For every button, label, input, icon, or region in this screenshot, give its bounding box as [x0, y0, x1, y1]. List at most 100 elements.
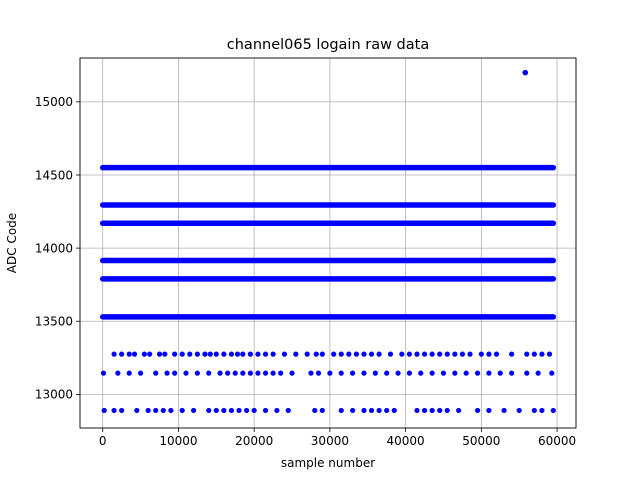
data-point	[134, 407, 140, 414]
data-point	[194, 351, 200, 357]
data-point	[437, 407, 443, 414]
data-point	[418, 370, 424, 376]
data-point	[270, 351, 276, 357]
data-point	[126, 370, 132, 376]
data-point	[289, 370, 295, 376]
data-point	[172, 351, 178, 357]
data-point	[172, 370, 178, 376]
data-point	[111, 351, 117, 357]
data-point	[168, 407, 174, 414]
data-point	[459, 351, 466, 357]
data-point	[546, 351, 553, 357]
data-point	[221, 351, 227, 357]
data-point	[395, 370, 401, 376]
x-tick-label: 60000	[538, 434, 576, 448]
data-point	[101, 407, 107, 414]
x-tick-label: 30000	[311, 434, 349, 448]
data-point	[486, 351, 492, 357]
data-point	[221, 407, 227, 414]
data-point	[429, 407, 435, 414]
data-point	[207, 351, 213, 357]
data-point	[429, 370, 435, 376]
data-point	[486, 407, 492, 414]
data-point	[179, 407, 185, 414]
data-point	[509, 351, 515, 357]
data-point	[421, 407, 428, 414]
data-point	[421, 351, 428, 357]
y-tick-label: 14000	[35, 241, 73, 255]
data-point	[524, 351, 530, 357]
data-point	[304, 351, 310, 357]
data-point	[384, 370, 390, 376]
data-point	[190, 407, 197, 414]
data-point	[141, 351, 147, 357]
data-point	[179, 351, 185, 357]
data-point	[353, 351, 359, 357]
data-point	[202, 351, 208, 357]
data-point	[313, 351, 319, 357]
y-axis: 13000 13500 14000 14500 15000	[35, 95, 80, 402]
data-point	[255, 351, 261, 357]
data-point	[319, 351, 325, 357]
data-point	[285, 407, 291, 414]
data-point	[319, 407, 325, 414]
data-point	[350, 370, 356, 376]
y-tick-label: 15000	[35, 95, 73, 109]
data-point	[350, 407, 356, 414]
x-tick-label: 40000	[387, 434, 425, 448]
data-point	[509, 370, 515, 376]
data-point	[217, 370, 223, 376]
data-point	[213, 407, 219, 414]
data-point	[119, 351, 125, 357]
data-point	[232, 370, 238, 376]
x-tick-label: 20000	[235, 434, 273, 448]
data-point	[315, 370, 322, 376]
data-point	[247, 370, 253, 376]
x-axis-label: sample number	[281, 456, 375, 470]
data-point	[156, 351, 163, 357]
y-tick-label: 14500	[35, 168, 73, 182]
data-point	[399, 351, 405, 357]
data-point	[452, 351, 458, 357]
data-point	[147, 351, 153, 357]
y-tick-label: 13000	[35, 388, 73, 402]
data-point	[338, 351, 344, 357]
data-point	[463, 370, 469, 376]
data-point	[153, 370, 159, 376]
data-point	[524, 370, 530, 376]
data-point	[293, 351, 299, 357]
chart-title: channel065 logain raw data	[227, 37, 429, 53]
data-point	[493, 351, 500, 357]
data-point	[308, 370, 314, 376]
data-point	[131, 351, 138, 357]
data-point	[251, 407, 257, 414]
data-point	[281, 351, 288, 357]
data-point	[361, 407, 367, 414]
data-point	[206, 370, 212, 376]
data-point	[346, 351, 352, 357]
data-point	[440, 370, 447, 376]
data-point	[240, 351, 246, 357]
data-point	[414, 351, 420, 357]
data-point	[160, 407, 166, 414]
data-point	[225, 370, 231, 376]
x-tick-label: 50000	[462, 434, 500, 448]
data-point	[228, 351, 235, 357]
data-point	[312, 407, 318, 414]
plot-frame	[79, 57, 577, 429]
data-point	[516, 407, 522, 414]
data-point	[153, 407, 159, 414]
outlier-point	[522, 69, 529, 76]
data-point	[391, 407, 397, 414]
data-point	[145, 407, 151, 414]
data-point	[338, 407, 344, 414]
data-point	[111, 407, 117, 414]
data-point	[406, 351, 413, 357]
data-point	[452, 370, 458, 376]
data-point	[474, 370, 481, 376]
data-point	[497, 370, 503, 376]
data-point	[240, 370, 246, 376]
y-tick-label: 13500	[35, 315, 73, 329]
data-point	[262, 370, 269, 376]
